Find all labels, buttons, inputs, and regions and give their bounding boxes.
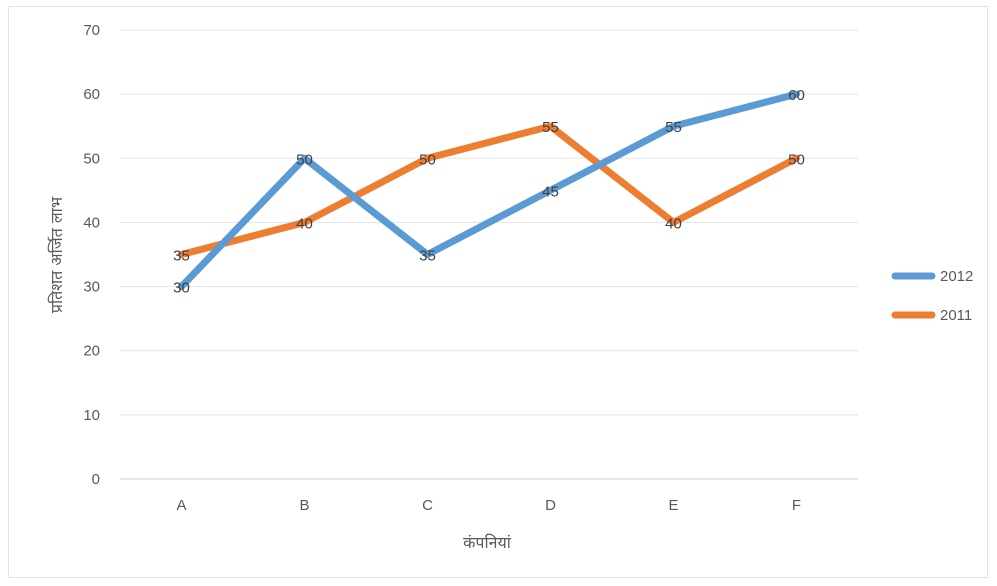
series-line-2011 [178, 122, 800, 258]
series-line-2012 [178, 90, 800, 291]
legend-label: 2011 [940, 307, 972, 324]
data-label: 35 [419, 248, 436, 265]
x-axis-title: कंपनियां [463, 533, 512, 552]
y-axis-title: प्रतिशत अर्जित लाभ [47, 196, 66, 313]
data-label: 35 [173, 248, 190, 265]
data-label: 30 [173, 280, 190, 297]
x-tick-label: B [299, 497, 309, 514]
y-tick-label: 10 [83, 407, 100, 424]
x-tick-label: F [792, 497, 801, 514]
data-label: 50 [419, 151, 436, 168]
gridlines [120, 29, 858, 480]
x-tick-labels: A B C D E F [176, 497, 801, 514]
y-tick-label: 30 [83, 279, 100, 296]
data-label: 55 [665, 119, 682, 136]
x-tick-label: A [176, 497, 186, 514]
data-label: 45 [542, 183, 559, 200]
data-label: 50 [788, 151, 805, 168]
x-tick-label: C [422, 497, 433, 514]
data-labels: 30 50 35 45 55 60 35 40 50 55 40 50 [173, 87, 805, 296]
y-tick-label: 40 [83, 214, 100, 231]
data-label: 40 [296, 215, 313, 232]
data-label: 40 [665, 215, 682, 232]
y-tick-labels: 0 10 20 30 40 50 60 70 [83, 22, 100, 488]
data-label: 50 [296, 151, 313, 168]
x-tick-label: E [668, 497, 678, 514]
y-tick-label: 60 [83, 86, 100, 103]
y-tick-label: 20 [83, 343, 100, 360]
x-tick-label: D [545, 497, 556, 514]
legend: 2012 2011 [891, 268, 973, 324]
series-lines [178, 90, 800, 291]
data-label: 55 [542, 119, 559, 136]
y-tick-label: 70 [83, 22, 100, 39]
y-tick-label: 0 [92, 471, 100, 488]
y-tick-label: 50 [83, 150, 100, 167]
data-label: 60 [788, 87, 805, 104]
legend-label: 2012 [940, 268, 973, 285]
chart-frame [8, 6, 988, 578]
